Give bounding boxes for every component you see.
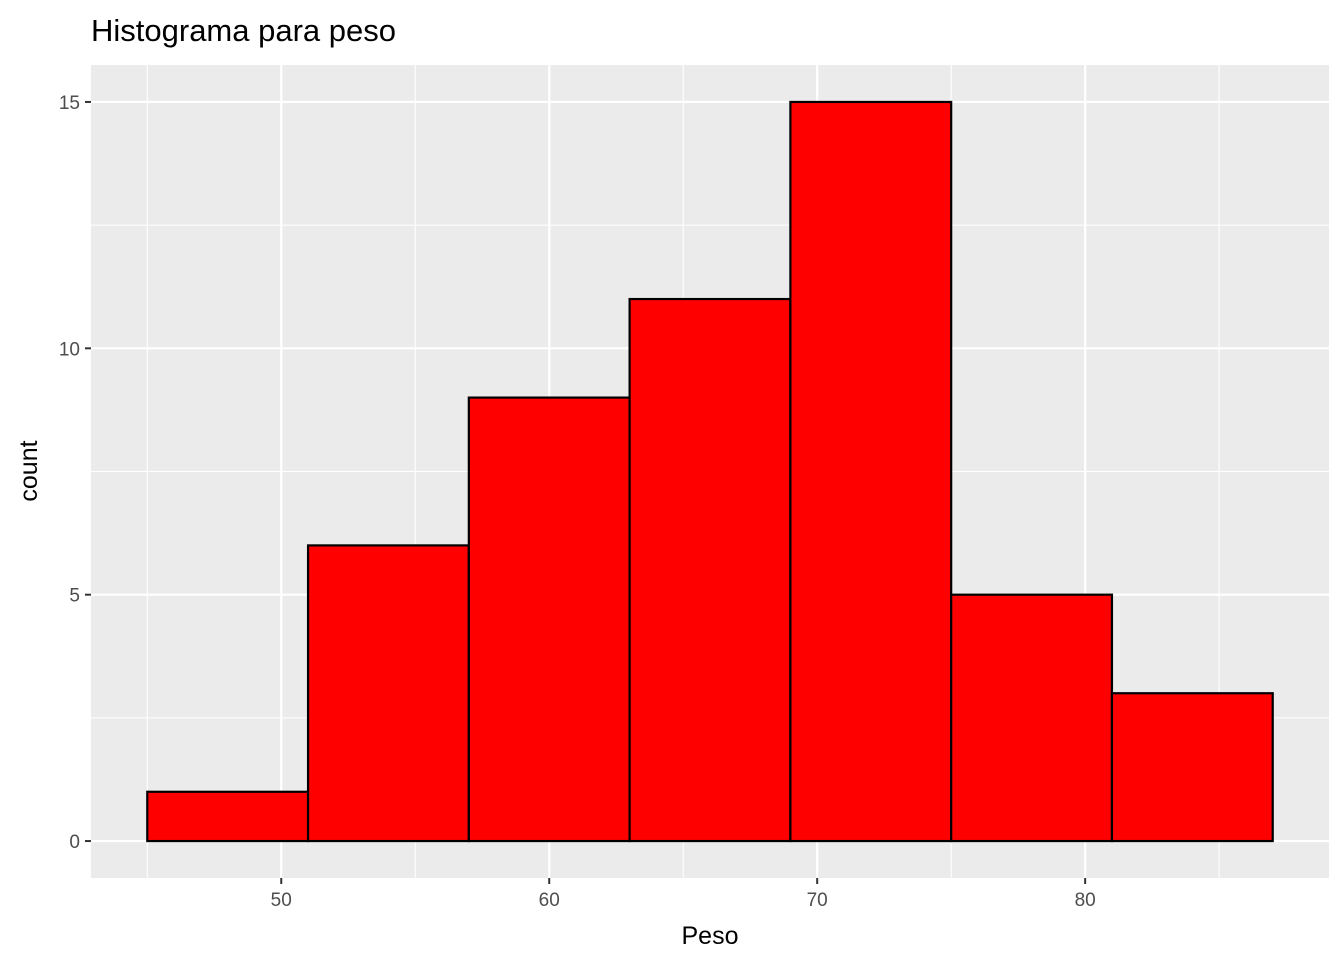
histogram-bar <box>789 100 953 843</box>
x-tick-label: 50 <box>271 890 292 911</box>
histogram-bar <box>306 544 470 843</box>
histogram-bar <box>950 593 1114 843</box>
x-tick-label: 80 <box>1075 890 1096 911</box>
chart-title: Histograma para peso <box>91 13 396 48</box>
histogram-bar <box>146 790 310 843</box>
y-tick-label: 10 <box>59 339 80 360</box>
y-tick-label: 0 <box>69 832 80 853</box>
x-tick-label: 60 <box>539 890 560 911</box>
histogram-bar <box>1110 692 1274 843</box>
x-axis-title: Peso <box>682 922 739 950</box>
histogram-bars <box>146 100 1274 843</box>
y-tick-label: 15 <box>59 93 80 114</box>
x-tick-label: 70 <box>807 890 828 911</box>
histogram-bar <box>628 297 792 843</box>
y-tick-label: 5 <box>69 586 80 607</box>
axis-ticks: 50 60 70 80 0 5 10 15 <box>59 93 1096 911</box>
histogram-bar <box>467 396 631 843</box>
y-axis-title: count <box>15 440 43 501</box>
